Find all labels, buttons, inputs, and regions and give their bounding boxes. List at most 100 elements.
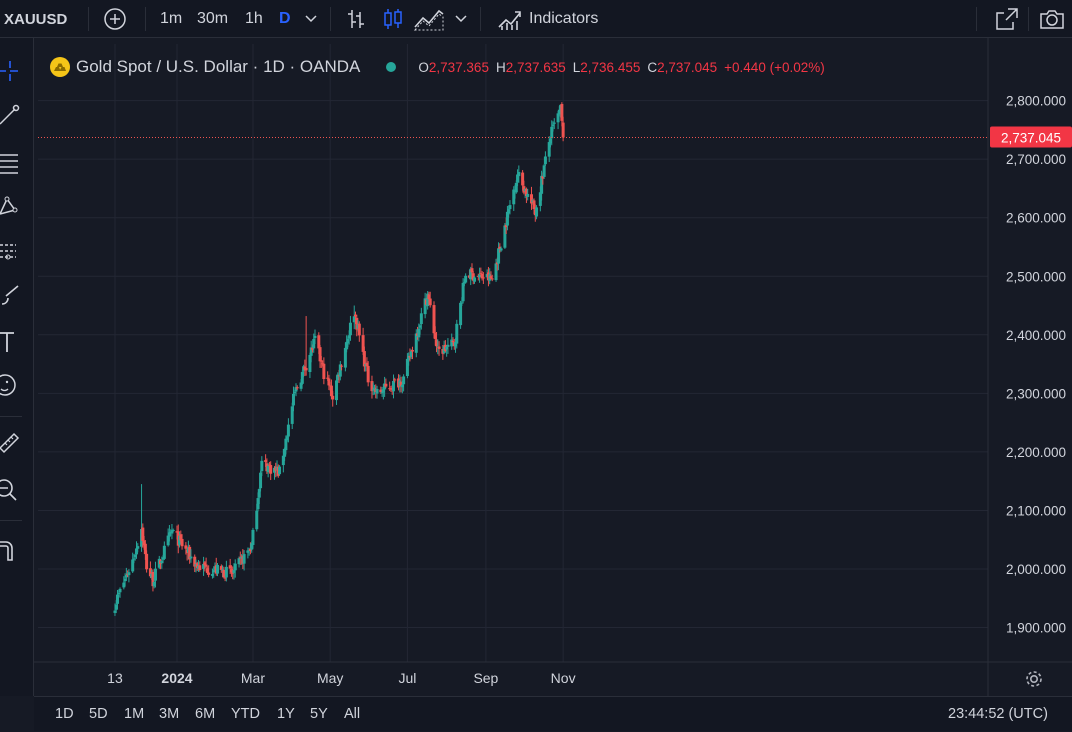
bar-style-icon[interactable]: [344, 7, 368, 31]
trendline-icon[interactable]: [0, 104, 22, 126]
y-tick-label: 2,200.000: [1006, 445, 1066, 460]
range-6m-button[interactable]: 6M: [195, 697, 215, 732]
candle-body: [284, 438, 288, 451]
candle-body: [219, 566, 223, 570]
candle-body: [427, 294, 431, 300]
utc-clock[interactable]: 23:44:52 (UTC): [948, 697, 1048, 732]
y-tick-label: 2,300.000: [1006, 386, 1066, 401]
candle-body: [497, 248, 501, 264]
range-1m-button[interactable]: 1M: [124, 697, 144, 732]
chevron-down-icon[interactable]: [303, 12, 319, 26]
candle-body: [347, 335, 351, 339]
candle-body: [400, 384, 404, 388]
candle-body: [410, 350, 414, 352]
candle-body: [160, 560, 164, 564]
market-open-indicator: [386, 62, 397, 72]
candle-body: [281, 455, 285, 466]
candle-body: [264, 460, 268, 462]
candle-body: [521, 172, 525, 186]
range-label: All: [344, 706, 361, 722]
candle-body: [352, 316, 356, 323]
price-badge: 2,737.045: [990, 126, 1072, 148]
range-1d-button[interactable]: 1D: [55, 697, 74, 732]
candle-body: [346, 338, 350, 344]
candle-body: [335, 380, 339, 401]
interval-1h-button[interactable]: 1h: [245, 0, 263, 38]
candle-body: [233, 563, 237, 571]
zoom-icon[interactable]: [0, 478, 22, 502]
ruler-icon[interactable]: [0, 432, 22, 454]
interval-d-button[interactable]: D: [279, 0, 291, 38]
settings-gear-icon[interactable]: [1026, 671, 1042, 687]
x-tick-label: 13: [107, 670, 123, 686]
pattern-icon[interactable]: [0, 196, 22, 218]
range-5d-button[interactable]: 5D: [89, 697, 108, 732]
candle-body: [426, 293, 430, 307]
candle-body: [556, 113, 560, 123]
interval-1m-button[interactable]: 1m: [160, 0, 182, 38]
candle-body: [134, 548, 138, 555]
range-label: 5D: [89, 706, 108, 722]
candle-body: [423, 298, 427, 315]
area-style-icon[interactable]: [413, 6, 445, 32]
candle-body: [343, 347, 347, 368]
symbol-title[interactable]: Gold Spot / U.S. Dollar · 1D · OANDA: [76, 57, 361, 76]
candle-body: [507, 209, 511, 214]
candle-body: [222, 569, 226, 578]
candle-body: [304, 367, 308, 371]
candle-body: [260, 460, 264, 472]
camera-icon[interactable]: [1038, 7, 1066, 31]
candle-body: [460, 302, 464, 304]
candle-body: [322, 363, 326, 379]
candle-body: [348, 322, 352, 336]
range-label: 3M: [159, 706, 180, 722]
candle-body: [317, 335, 321, 349]
brush-icon[interactable]: [0, 284, 22, 306]
symbol-search-button[interactable]: XAUUSD: [4, 0, 67, 38]
candle-body: [380, 392, 384, 394]
candle-body: [188, 546, 192, 560]
candle-body: [504, 224, 508, 228]
candle-body: [541, 176, 545, 179]
interval-30m-button[interactable]: 30m: [197, 0, 228, 38]
crosshair-icon[interactable]: [0, 60, 22, 82]
candle-body: [548, 138, 552, 144]
emoji-icon[interactable]: [0, 374, 22, 396]
candle-body: [203, 562, 207, 566]
candle-body: [479, 273, 483, 275]
candle-body: [115, 594, 119, 604]
magnet-icon[interactable]: [0, 538, 22, 562]
candle-style-icon[interactable]: [381, 7, 405, 31]
plot-area[interactable]: [34, 38, 1072, 696]
text-icon[interactable]: [0, 330, 22, 354]
divider: [480, 7, 481, 31]
candle-body: [532, 200, 536, 210]
symbol-label: XAUUSD: [4, 10, 68, 28]
candle-body: [257, 489, 261, 498]
range-5y-button[interactable]: 5Y: [310, 697, 328, 732]
candle-body: [433, 333, 437, 339]
indicators-button[interactable]: Indicators: [497, 0, 598, 38]
fullscreen-icon[interactable]: [994, 6, 1020, 32]
candle-body: [114, 604, 118, 610]
chevron-down-icon[interactable]: [453, 12, 469, 26]
y-tick-label: 2,100.000: [1006, 503, 1066, 518]
range-all-button[interactable]: All: [344, 697, 360, 732]
candle-body: [561, 122, 565, 138]
add-symbol-icon[interactable]: [102, 6, 128, 32]
candle-body: [432, 305, 436, 334]
candle-body: [524, 188, 528, 197]
range-label: 5Y: [310, 706, 328, 722]
range-3m-button[interactable]: 3M: [159, 697, 179, 732]
range-ytd-button[interactable]: YTD: [231, 697, 260, 732]
fib-icon[interactable]: [0, 152, 22, 174]
candle-body: [405, 358, 409, 377]
candle-body: [366, 365, 370, 383]
candle-body: [361, 335, 365, 352]
candle-body: [228, 565, 232, 569]
candle-body: [512, 189, 516, 205]
range-1y-button[interactable]: 1Y: [277, 697, 295, 732]
candle-body: [319, 360, 323, 362]
forecast-icon[interactable]: [0, 240, 22, 262]
